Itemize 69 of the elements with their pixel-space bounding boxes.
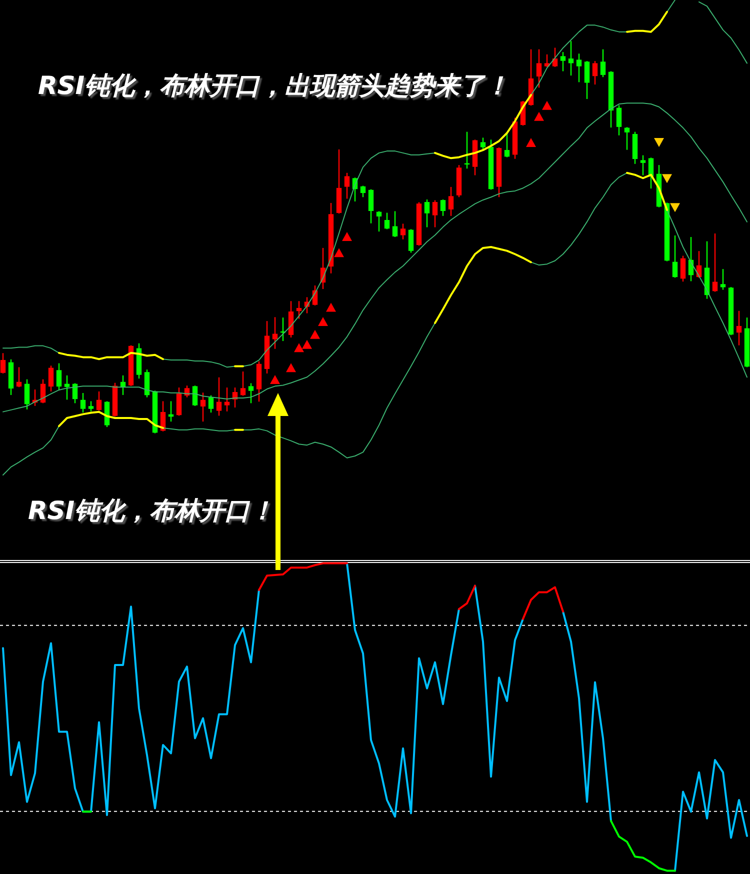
candlestick xyxy=(176,388,182,416)
candlestick xyxy=(96,391,102,411)
candlestick xyxy=(432,200,438,228)
candlestick xyxy=(192,386,198,406)
candlestick xyxy=(536,49,542,88)
candlestick xyxy=(376,211,382,232)
candlestick xyxy=(216,377,222,416)
candlestick xyxy=(40,379,46,404)
candlestick xyxy=(144,370,150,398)
candlestick xyxy=(224,388,230,412)
candlestick xyxy=(80,393,86,413)
candlestick xyxy=(208,395,214,413)
point xyxy=(670,203,680,212)
candlestick xyxy=(24,379,30,410)
point xyxy=(342,232,352,242)
point xyxy=(534,112,544,121)
candlestick xyxy=(560,52,566,72)
candlestick xyxy=(568,41,574,76)
candlestick xyxy=(640,155,646,176)
candlestick xyxy=(360,186,366,198)
candlestick xyxy=(552,48,558,67)
candlestick xyxy=(16,367,22,388)
candlestick xyxy=(576,54,582,82)
point xyxy=(326,302,336,312)
candlestick xyxy=(56,363,62,390)
candlestick xyxy=(408,229,414,253)
candlestick xyxy=(616,105,622,136)
candlestick xyxy=(544,54,550,67)
candlestick xyxy=(400,224,406,240)
candlestick xyxy=(296,301,302,319)
candlestick xyxy=(448,186,454,216)
candlestick xyxy=(712,233,718,292)
point xyxy=(654,138,664,148)
candlestick xyxy=(584,61,590,99)
candlestick xyxy=(424,199,430,228)
candlestick xyxy=(440,199,446,216)
candlestick xyxy=(248,383,254,404)
candlestick xyxy=(200,392,206,422)
candlestick xyxy=(672,235,678,278)
point xyxy=(286,363,296,372)
candlestick xyxy=(504,132,510,158)
point xyxy=(334,248,344,258)
point xyxy=(270,375,280,384)
candlestick xyxy=(384,212,390,230)
candlestick xyxy=(600,49,606,78)
candlestick xyxy=(288,301,294,338)
candlestick xyxy=(720,269,726,290)
candlestick xyxy=(240,371,246,396)
point xyxy=(294,343,304,352)
candlestick xyxy=(680,256,686,282)
text: RSI钝化，布林开口！ xyxy=(28,496,275,525)
point xyxy=(318,317,328,326)
candlestick xyxy=(368,189,374,224)
point xyxy=(542,100,552,110)
point xyxy=(662,174,672,184)
point xyxy=(526,138,536,147)
candlestick xyxy=(624,127,630,150)
candlestick xyxy=(480,138,486,151)
candlestick xyxy=(592,61,598,85)
candlestick xyxy=(48,366,54,392)
candlestick xyxy=(64,375,70,400)
candlestick xyxy=(344,172,350,199)
point xyxy=(310,330,320,339)
candlestick xyxy=(392,211,398,238)
candlestick xyxy=(272,317,278,349)
annotation: RSI钝化，布林开口，出现箭头趋势来了！ xyxy=(38,71,510,100)
candlestick xyxy=(0,353,6,374)
point xyxy=(302,340,312,349)
candlestick xyxy=(736,310,742,346)
